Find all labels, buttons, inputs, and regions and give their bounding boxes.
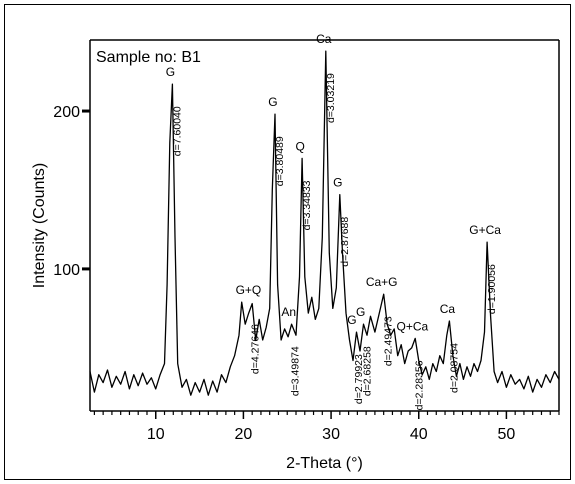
peak-d-spacing-label: d=2.79923: [353, 354, 365, 404]
x-tick-label: 50: [498, 426, 516, 443]
peak-d-spacing-label: d=1.90056: [486, 264, 498, 314]
peak-d-spacing-label: d=3.49874: [290, 346, 302, 396]
ticks: [82, 109, 560, 419]
x-axis-title: 2-Theta (°): [286, 455, 363, 472]
peak-d-spacing-label: d=2.49473: [383, 316, 395, 366]
peak-d-spacing-label: d=2.08754: [448, 343, 460, 393]
peak-d-spacing-label: d=3.03219: [325, 73, 337, 123]
y-axis-title: Intensity (Counts): [31, 163, 48, 288]
peak-phase-label: G: [166, 65, 175, 79]
sample-label: Sample no: B1: [96, 49, 201, 66]
x-tick-label: 10: [147, 426, 165, 443]
peak-d-spacing-label: d=2.68258: [362, 346, 374, 396]
peak-d-spacing-label: d=3.80489: [274, 136, 286, 186]
peak-phase-label: Ca: [440, 302, 456, 316]
y-tick-label: 100: [53, 262, 80, 279]
peak-annotations: Gd=7.60040 G+Q d=4.27646 Gd=3.80489 Qd=3.348…: [166, 32, 502, 410]
peak-phase-label: G: [356, 305, 365, 319]
tick-labels: 10 20 30 40 50 100 200: [53, 104, 515, 443]
peak-phase-label: Ca: [316, 32, 332, 46]
peak-phase-label: An: [281, 305, 296, 319]
peak-phase-label: G: [347, 313, 356, 327]
y-tick-label: 200: [53, 104, 80, 121]
peak-phase-label: G: [268, 95, 277, 109]
peak-d-spacing-label: d=3.34833: [301, 180, 313, 230]
peak-phase-label: G: [333, 176, 342, 190]
peak-d-spacing-label: d=2.28356: [413, 360, 425, 410]
diffraction-pattern-line: [89, 50, 560, 396]
peak-phase-label: G+Ca: [469, 223, 501, 237]
peak-d-spacing-label: d=7.60040: [171, 106, 183, 156]
peak-phase-label: Ca+G: [366, 275, 398, 289]
peak-phase-label: Q: [295, 139, 304, 153]
peak-phase-label: G+Q: [236, 283, 262, 297]
peak-d-spacing-label: d=4.27646: [249, 324, 261, 374]
x-tick-label: 40: [410, 426, 428, 443]
x-tick-label: 30: [322, 426, 340, 443]
figure-frame: [4, 4, 571, 480]
peak-d-spacing-label: d=2.87688: [339, 217, 351, 267]
axes: [89, 39, 560, 412]
peak-phase-label: Q+Ca: [397, 319, 429, 333]
x-tick-label: 20: [235, 426, 253, 443]
